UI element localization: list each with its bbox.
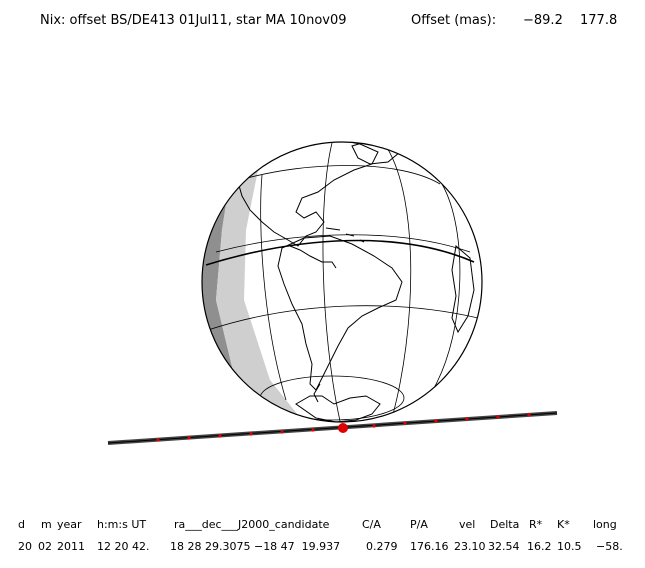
greenland-outline	[351, 142, 401, 165]
col-header-ca: C/A	[362, 518, 381, 531]
value-year: 2011	[57, 540, 85, 553]
col-header-year: year	[57, 518, 82, 531]
value-ca: 0.279	[366, 540, 398, 553]
col-header-rstar: R*	[529, 518, 543, 531]
value-radec: 18 28 29.3075 −18 47 19.937	[170, 540, 341, 553]
col-header-time: h:m:s UT	[97, 518, 147, 531]
antarctic-peninsula	[313, 383, 321, 403]
track-markers	[156, 413, 531, 442]
track-centerline	[107, 412, 558, 444]
closest-approach-marker	[338, 423, 348, 433]
col-header-kstar: K*	[557, 518, 570, 531]
plot-title: Nix: offset BS/DE413 01Jul11, star MA 10…	[40, 13, 347, 28]
value-kstar: 10.5	[557, 540, 582, 553]
col-header-radec: ra___dec___J2000_candidate	[174, 518, 330, 531]
col-header-vel: vel	[459, 518, 476, 531]
equator-line	[205, 239, 475, 266]
col-header-delta: Delta	[490, 518, 520, 531]
col-header-m: m	[41, 518, 52, 531]
graticule	[207, 142, 479, 422]
value-m: 02	[38, 540, 52, 553]
col-header-pa: P/A	[410, 518, 428, 531]
value-pa: 176.16	[410, 540, 449, 553]
offset-x-value: −89.2	[523, 13, 563, 28]
offset-label: Offset (mas):	[411, 13, 497, 28]
offset-y-value: 177.8	[580, 13, 618, 28]
africa-edge-outline	[451, 245, 475, 334]
globe-disk	[202, 142, 482, 422]
coastlines	[237, 142, 475, 422]
value-rstar: 16.2	[527, 540, 552, 553]
caribbean-islands	[325, 227, 365, 243]
north-america-outline	[237, 142, 379, 247]
value-time: 12 20 42.	[97, 540, 150, 553]
value-long: −58.	[596, 540, 623, 553]
south-america-outline	[277, 235, 403, 391]
central-america-outline	[289, 245, 337, 269]
night-shade-light	[216, 142, 310, 422]
value-vel: 23.10	[454, 540, 486, 553]
col-header-long: long	[593, 518, 617, 531]
value-d: 20	[18, 540, 32, 553]
shadow-track	[107, 411, 558, 445]
col-header-d: d	[18, 518, 25, 531]
globe-rim	[201, 141, 483, 423]
value-delta: 32.54	[488, 540, 520, 553]
